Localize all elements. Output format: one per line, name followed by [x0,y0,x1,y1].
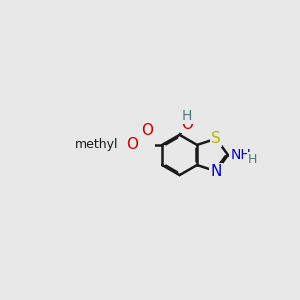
Text: NH₂: NH₂ [230,148,256,162]
Text: H: H [248,153,257,166]
Text: O: O [127,137,139,152]
Text: S: S [211,131,221,146]
Text: H: H [182,109,192,123]
Text: O: O [181,117,193,132]
Text: N: N [211,164,222,179]
Text: methyl: methyl [75,138,118,152]
Text: O: O [141,123,153,138]
